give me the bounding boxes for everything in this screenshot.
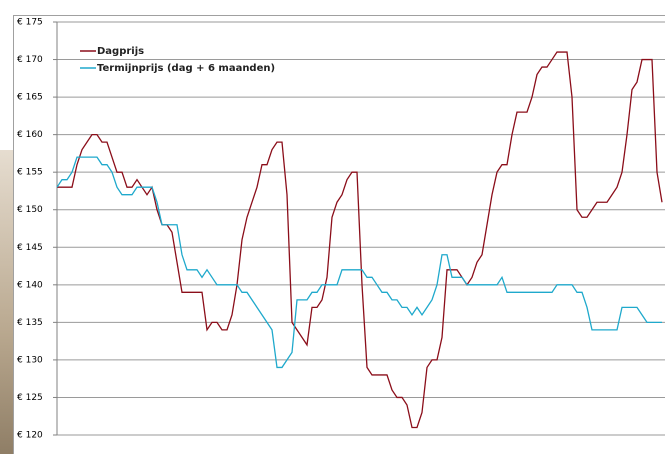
y-tick-label: € 140 bbox=[17, 280, 43, 290]
chart-frame bbox=[14, 16, 665, 455]
y-tick-label: € 160 bbox=[17, 130, 43, 140]
legend-label: Dagprijs bbox=[97, 46, 144, 57]
y-tick-label: € 135 bbox=[17, 318, 43, 328]
background bbox=[0, 150, 14, 454]
y-tick-label: € 145 bbox=[17, 243, 43, 253]
y-tick-label: € 120 bbox=[17, 431, 43, 441]
y-tick-label: € 170 bbox=[17, 55, 43, 65]
y-tick-label: € 125 bbox=[17, 393, 43, 403]
y-tick-label: € 130 bbox=[17, 355, 43, 365]
y-tick-label: € 155 bbox=[17, 168, 43, 178]
y-tick-label: € 165 bbox=[17, 93, 43, 103]
y-tick-label: € 175 bbox=[17, 18, 43, 28]
legend-label: Termijnprijs (dag + 6 maanden) bbox=[97, 63, 275, 74]
y-tick-label: € 150 bbox=[17, 205, 43, 215]
